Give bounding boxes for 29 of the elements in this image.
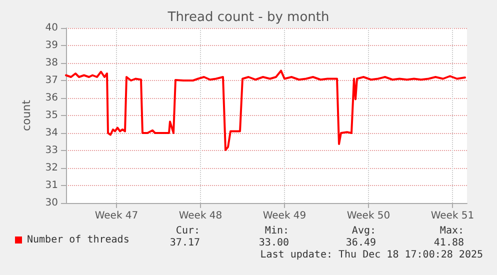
text: 41.88	[434, 238, 464, 248]
text: 36.49	[346, 238, 376, 248]
y-tick-label: 31	[45, 180, 58, 191]
x-tick-label: Week 51	[430, 210, 474, 222]
y-tick-label: 32	[45, 162, 58, 174]
text: Max:	[440, 226, 464, 236]
legend-label: Number of threads	[27, 234, 130, 246]
x-tick-label: Week 47	[94, 210, 138, 222]
line-series	[65, 70, 466, 151]
y-tick-label: 36	[45, 92, 58, 104]
text: 37.17	[170, 238, 200, 248]
text: Last update: Thu Dec 18 17:00:28 2025	[260, 250, 484, 260]
y-tick-label: 30	[45, 198, 58, 208]
x-tick-label: Week 48	[178, 210, 222, 222]
y-tick-label: 33	[45, 145, 58, 156]
y-tick-label: 38	[45, 58, 58, 68]
x-tick-label: Week 49	[262, 210, 306, 222]
text: 33.00	[258, 238, 290, 248]
y-tick-label: 34	[45, 128, 58, 138]
y-tick-label: 39	[45, 40, 58, 51]
x-tick-label: Week 50	[346, 210, 390, 222]
text: Cur:	[176, 226, 200, 236]
y-tick-label: 35	[45, 110, 58, 121]
text: Min:	[264, 226, 290, 236]
y-axis-title: count	[20, 99, 33, 132]
chart-title: Thread count - by month	[166, 10, 330, 25]
y-tick-label: 40	[45, 22, 58, 34]
y-tick-label: 37	[45, 75, 58, 86]
text: Avg:	[352, 226, 376, 236]
